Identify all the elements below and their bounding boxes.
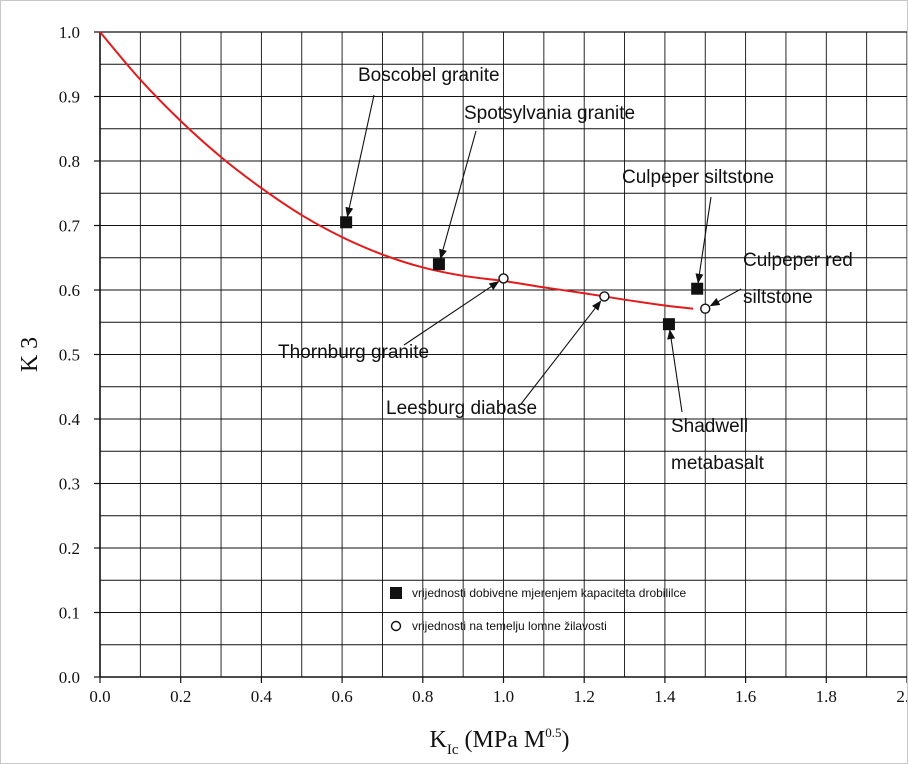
y-tick-label: 0.1	[59, 604, 80, 623]
y-tick-label: 0.3	[59, 475, 80, 494]
annotation-label: Culpeper siltstone	[622, 167, 774, 188]
x-tick-label: 0.6	[331, 687, 352, 706]
annotation-arrow	[520, 300, 602, 405]
x-axis-title-subscript: Ic	[447, 742, 459, 758]
data-point-circle	[599, 291, 610, 302]
x-tick-label: 0.2	[170, 687, 191, 706]
data-point-circle	[700, 303, 711, 314]
x-tick-label: 1.0	[493, 687, 514, 706]
y-tick-label: 0.7	[59, 217, 81, 236]
x-tick-label: 0.0	[89, 687, 110, 706]
y-tick-label: 0.5	[59, 346, 80, 365]
legend-label: vrijednosti dobivene mjerenjem kapacitet…	[412, 586, 686, 600]
data-point-square	[340, 216, 353, 229]
x-tick-label: 1.8	[816, 687, 837, 706]
annotation-label: Thornburg granite	[278, 342, 429, 363]
annotation-label: Culpeper red	[743, 250, 853, 271]
x-axis-title: KIc (MPa M0.5)	[430, 725, 570, 758]
data-point-square	[691, 282, 704, 295]
y-tick-label: 1.0	[59, 23, 80, 42]
annotation-label: Boscobel granite	[358, 65, 500, 86]
x-tick-label: 2.0	[896, 687, 907, 706]
data-point-circle	[498, 273, 509, 284]
annotation-arrow	[345, 94, 375, 218]
annotation-arrow	[667, 329, 683, 413]
y-tick-label: 0.6	[59, 281, 80, 300]
annotation-label: Spotsylvania granite	[464, 103, 635, 124]
annotation-arrow	[695, 196, 712, 284]
annotation-label: Leesburg diabase	[386, 398, 537, 419]
annotation-label: Shadwell	[671, 416, 748, 437]
legend-label: vrijednosti na temelju lomne žilavosti	[412, 619, 607, 633]
annotation-arrow	[709, 288, 742, 307]
x-axis-title-superscript: 0.5	[545, 725, 561, 740]
data-point-square	[432, 258, 445, 271]
legend-square-marker	[390, 587, 402, 599]
y-tick-label: 0.8	[59, 152, 80, 171]
x-tick-label: 1.2	[574, 687, 595, 706]
y-tick-label: 0.0	[59, 668, 80, 687]
x-axis-title-close: )	[561, 727, 569, 753]
y-tick-label: 0.9	[59, 88, 80, 107]
annotation-arrow	[439, 130, 477, 260]
legend-circle-marker	[390, 620, 402, 632]
annotation-label: siltstone	[743, 287, 813, 308]
annotation-arrow	[403, 281, 500, 346]
y-axis-title: K 3	[17, 337, 43, 372]
x-tick-label: 1.4	[654, 687, 676, 706]
annotation-label: metabasalt	[671, 453, 765, 474]
x-axis-title-unit: (MPa M	[459, 727, 546, 753]
y-tick-label: 0.2	[59, 539, 80, 558]
data-point-square	[662, 318, 675, 331]
x-tick-label: 0.4	[251, 687, 273, 706]
x-axis-title-main: K	[430, 727, 448, 753]
x-tick-label: 0.8	[412, 687, 433, 706]
y-tick-label: 0.4	[59, 410, 81, 429]
x-tick-label: 1.6	[735, 687, 756, 706]
